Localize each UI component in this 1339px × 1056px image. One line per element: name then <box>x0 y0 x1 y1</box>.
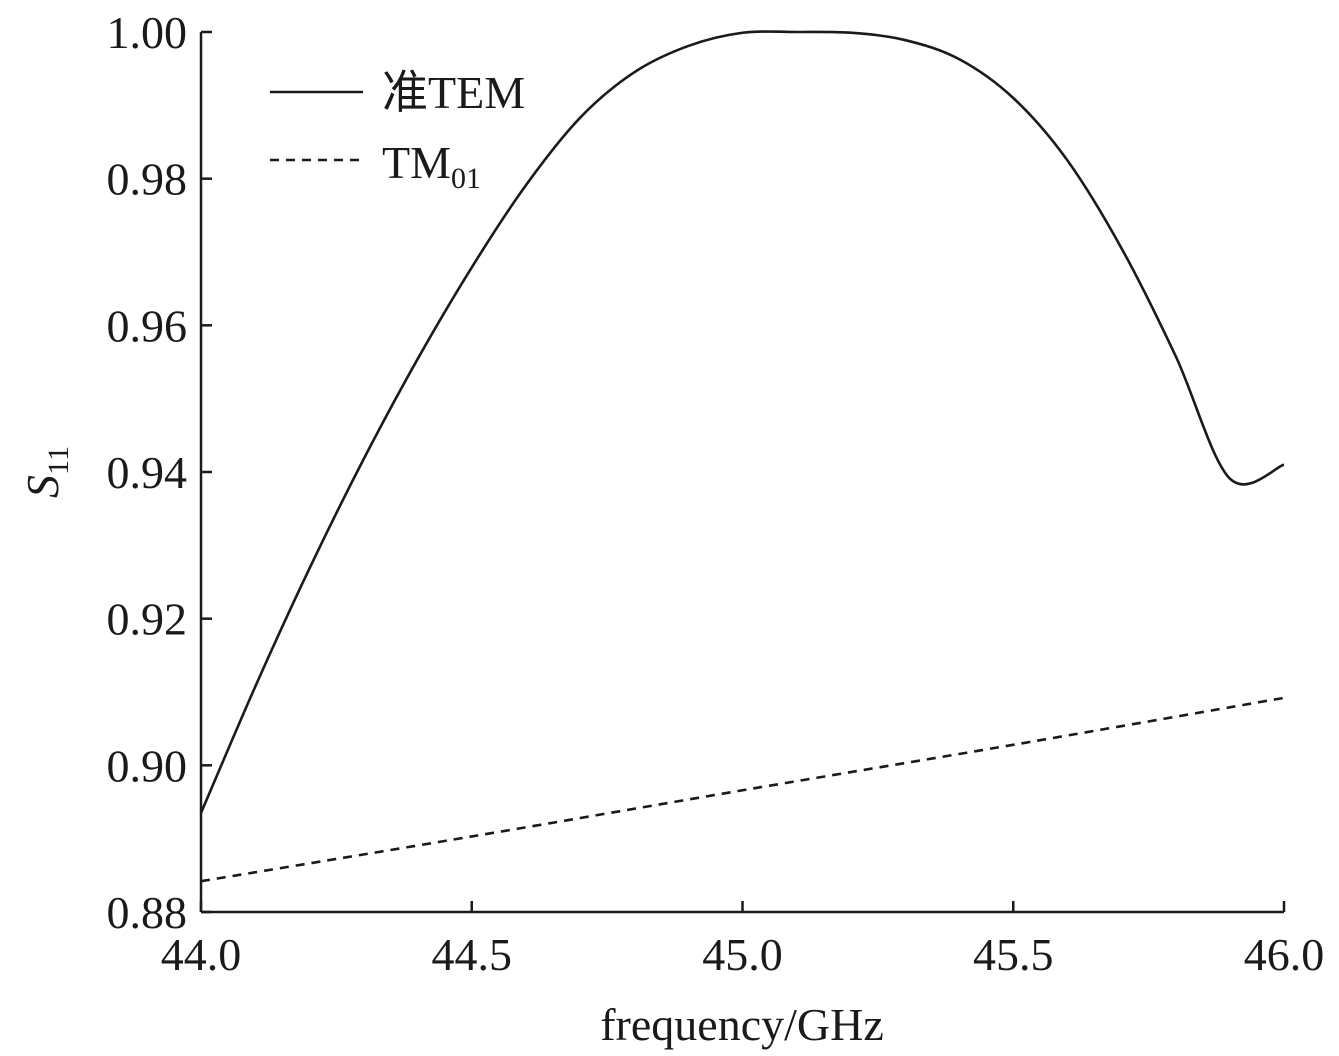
legend-label-quasi-tem-main: 准TEM <box>382 67 525 118</box>
series-line-tm01 <box>200 696 1285 883</box>
y-tick-label-1: 0.90 <box>107 740 188 791</box>
x-ticks: 44.0 44.5 45.0 45.5 46.0 <box>161 901 1325 980</box>
y-tick-label-6: 1.00 <box>107 7 188 58</box>
x-tick-label-3: 45.5 <box>973 929 1054 980</box>
x-tick-label-4: 46.0 <box>1244 929 1325 980</box>
y-tick-label-5: 0.98 <box>107 154 188 205</box>
x-tick-label-2: 45.0 <box>702 929 783 980</box>
x-axis-title: frequency/GHz <box>600 999 884 1050</box>
x-tick-label-1: 44.5 <box>432 929 513 980</box>
series-line-quasi-tem <box>199 30 1285 814</box>
y-tick-label-3: 0.94 <box>107 447 188 498</box>
legend-label-tm01-main: TM <box>382 137 451 188</box>
y-tick-label-0: 0.88 <box>107 887 188 938</box>
y-ticks: 0.88 0.90 0.92 0.94 0.96 0.98 1.00 <box>107 7 212 938</box>
plot-area <box>199 30 1285 883</box>
y-axis-title-sub: 11 <box>42 446 75 475</box>
legend: 准TEM TM01 <box>270 67 525 195</box>
legend-label-tm01: TM01 <box>382 137 481 195</box>
x-tick-label-0: 44.0 <box>161 929 242 980</box>
y-axis-title-main: S <box>17 475 68 498</box>
legend-label-tm01-sub: 01 <box>451 162 481 195</box>
axes <box>199 32 1284 914</box>
legend-label-quasi-tem: 准TEM <box>382 67 525 118</box>
y-tick-label-2: 0.92 <box>107 594 188 645</box>
y-tick-label-4: 0.96 <box>107 300 188 351</box>
y-axis-title: S11 <box>17 446 75 498</box>
